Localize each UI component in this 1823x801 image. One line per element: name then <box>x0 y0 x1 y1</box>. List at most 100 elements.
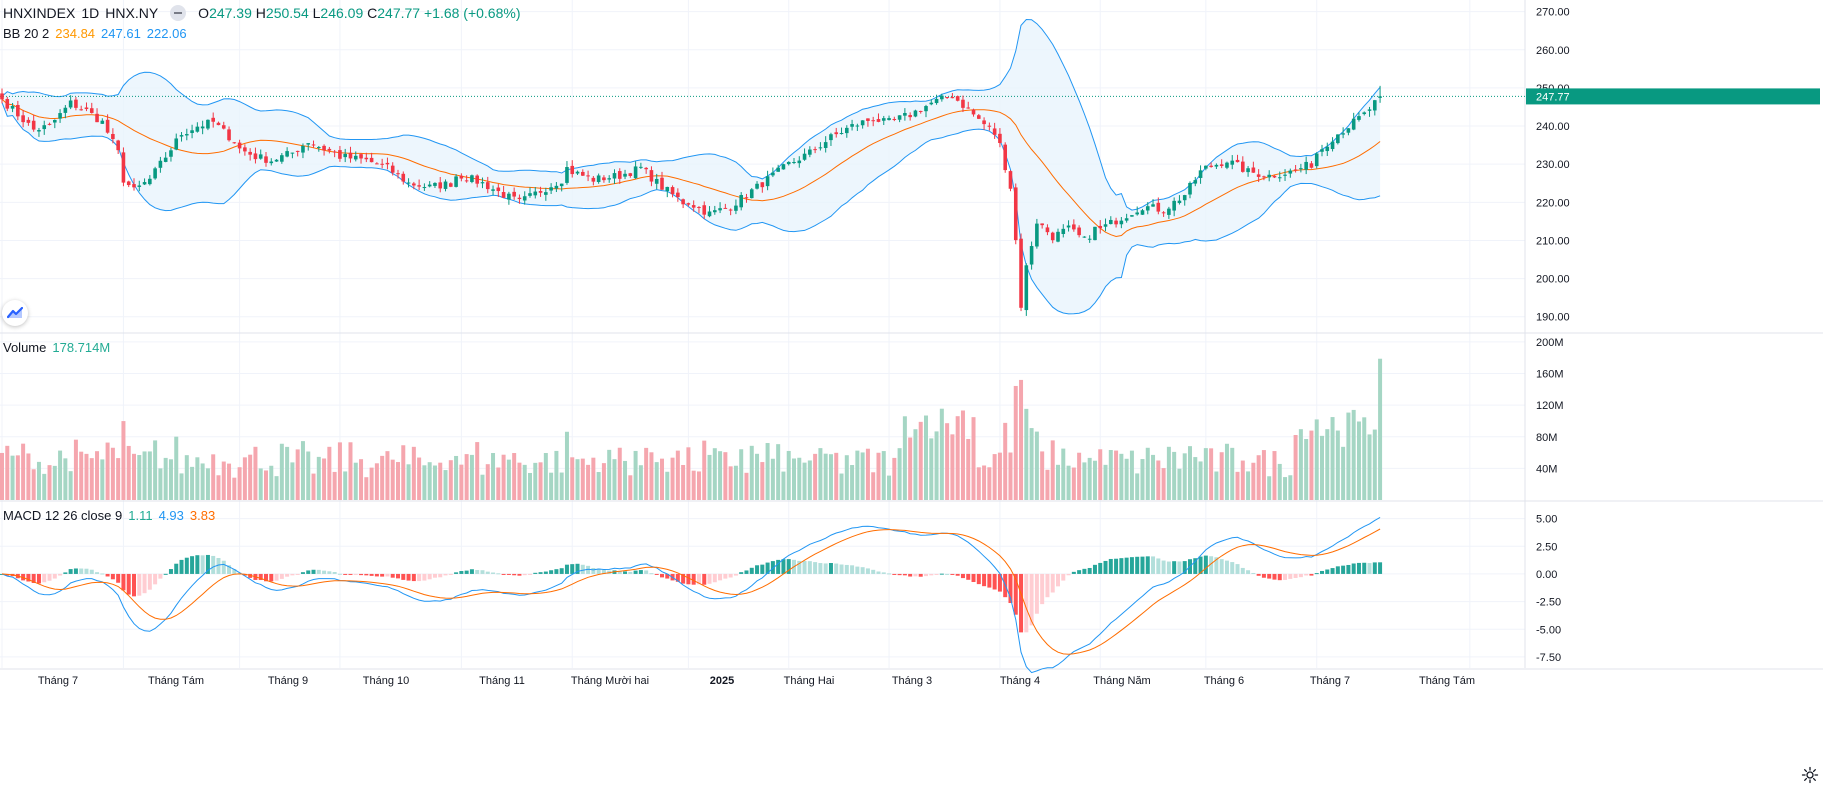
macd-histogram-bar <box>1325 569 1330 574</box>
volume-bar <box>1008 452 1013 500</box>
macd-histogram-bar <box>1045 573 1050 598</box>
candle <box>507 193 511 200</box>
candle <box>264 156 268 163</box>
macd-histogram-bar <box>1277 573 1282 581</box>
volume-bar <box>1066 465 1071 500</box>
macd-histogram-bar <box>427 573 432 580</box>
macd-histogram-bar <box>1309 573 1314 576</box>
macd-histogram-bar <box>1114 558 1119 574</box>
tradingview-logo-icon[interactable] <box>2 300 28 326</box>
candle <box>512 191 516 197</box>
macd-histogram-bar <box>369 573 374 576</box>
macd-axis-label: -2.50 <box>1536 597 1561 609</box>
macd-histogram-bar <box>300 572 305 574</box>
collapse-legend-button[interactable] <box>170 5 187 21</box>
macd-histogram-bar <box>1351 563 1356 574</box>
macd-histogram-bar <box>1077 570 1082 574</box>
macd-histogram-bar <box>638 570 643 574</box>
exchange[interactable]: HNX.NY <box>105 5 159 21</box>
volume-bar <box>1309 430 1314 500</box>
volume-bar <box>469 454 474 500</box>
volume-bar <box>1129 450 1134 500</box>
candle <box>639 166 643 168</box>
macd-histogram-bar <box>934 573 939 575</box>
volume-bar <box>770 458 775 500</box>
macd-histogram-bar <box>733 573 738 576</box>
volume-bar <box>670 457 675 500</box>
macd-histogram-bar <box>755 565 760 574</box>
volume-bar <box>564 431 569 500</box>
macd-histogram-bar <box>279 573 284 579</box>
candle <box>375 163 379 165</box>
macd-histogram-bar <box>110 573 115 580</box>
volume-bar <box>385 451 390 500</box>
candle <box>776 167 780 172</box>
candle <box>771 172 775 176</box>
candle <box>1045 227 1050 233</box>
macd-histogram-bar <box>770 561 775 574</box>
candle <box>438 182 443 189</box>
volume-bar <box>285 446 290 500</box>
volume-bar <box>1071 467 1076 500</box>
candle <box>644 167 648 170</box>
macd-histogram-bar <box>1235 564 1240 574</box>
volume-bar <box>443 470 448 500</box>
candle <box>5 99 10 109</box>
interval[interactable]: 1D <box>81 5 100 21</box>
settings-gear-icon[interactable] <box>1801 766 1819 784</box>
candle <box>617 171 622 179</box>
macd-histogram-bar <box>79 568 84 574</box>
volume-bar <box>348 442 353 500</box>
candle <box>718 208 722 211</box>
macd-histogram-bar <box>575 563 580 574</box>
macd-histogram-bar <box>132 573 136 597</box>
macd-legend[interactable]: MACD 12 26 close 9 1.11 4.93 3.83 <box>3 508 215 523</box>
macd-histogram-bar <box>1272 573 1277 580</box>
bb-legend[interactable]: BB 20 2 234.84 247.61 222.06 <box>3 26 187 41</box>
symbol-name[interactable]: HNXINDEX <box>3 5 76 21</box>
macd-histogram-bar <box>422 573 427 581</box>
candle <box>1151 204 1155 207</box>
volume-bar <box>89 458 94 500</box>
candle <box>876 119 881 122</box>
candle <box>153 168 157 179</box>
macd-histogram-bar <box>654 573 659 575</box>
macd-histogram-bar <box>1203 555 1208 574</box>
candle <box>522 196 527 201</box>
volume-bar <box>865 448 870 500</box>
candle <box>1256 174 1261 177</box>
candle <box>1167 208 1171 215</box>
candle <box>116 140 120 151</box>
candle <box>676 192 680 198</box>
volume-bar <box>390 459 395 500</box>
macd-histogram-bar <box>285 573 290 577</box>
candle <box>1320 149 1324 152</box>
macd-histogram-bar <box>802 561 807 574</box>
macd-histogram-bar <box>950 573 955 575</box>
volume-bar <box>1219 452 1224 500</box>
volume-bar <box>739 449 744 500</box>
volume-bar <box>902 416 907 500</box>
volume-bar <box>1224 443 1229 500</box>
macd-histogram-bar <box>1356 562 1361 574</box>
macd-histogram-bar <box>976 573 981 585</box>
volume-bar <box>802 462 807 500</box>
volume-legend[interactable]: Volume 178.714M <box>3 340 110 355</box>
macd-histogram-bar <box>839 564 844 574</box>
volume-bar <box>549 472 554 500</box>
candle <box>855 125 860 127</box>
volume-bar <box>95 451 100 500</box>
candle <box>765 176 770 187</box>
macd-histogram-bar <box>580 564 585 574</box>
volume-bar <box>908 437 913 500</box>
candle <box>243 147 247 152</box>
volume-bar <box>860 452 865 500</box>
volume-bar <box>1351 409 1356 500</box>
volume-bar <box>73 439 78 500</box>
volume-bar <box>401 445 406 500</box>
candle <box>1262 176 1266 178</box>
candle <box>1145 206 1150 211</box>
macd-histogram-bar <box>1362 562 1367 574</box>
volume-axis-label: 160M <box>1536 369 1564 381</box>
